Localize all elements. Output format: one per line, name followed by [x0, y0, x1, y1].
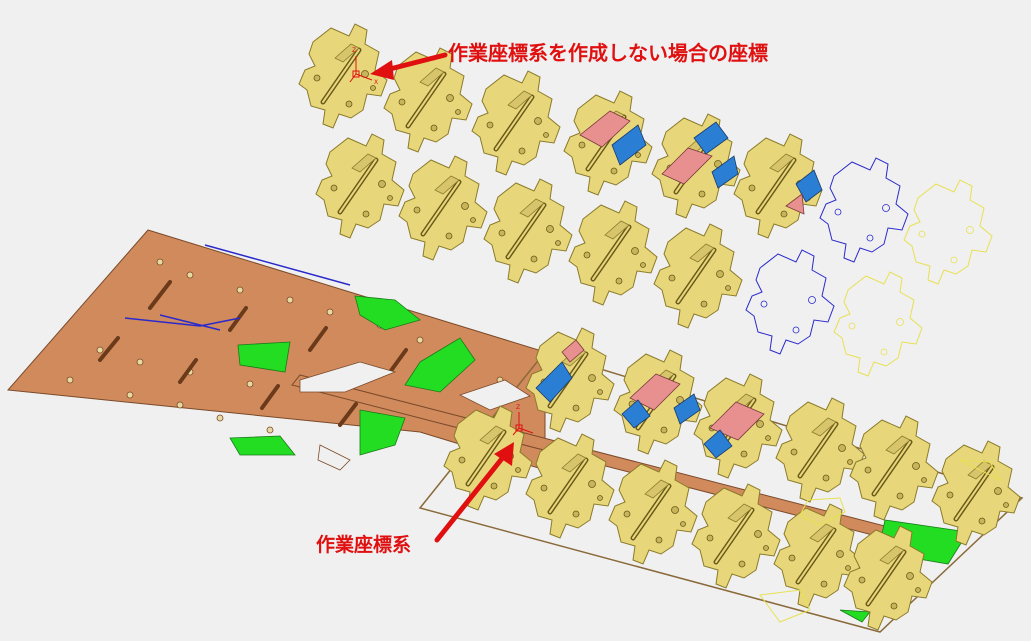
- arrow-bottom: [434, 442, 514, 543]
- sheet-blue-line: [124, 244, 351, 331]
- part-outline-yellow[interactable]: [903, 179, 993, 285]
- axis-z-label: Z: [352, 47, 356, 54]
- part[interactable]: [472, 71, 560, 175]
- part[interactable]: [654, 224, 742, 328]
- part[interactable]: [776, 398, 864, 502]
- part[interactable]: [484, 179, 572, 283]
- sheet-holes: [66, 258, 504, 434]
- axis-x-label: X: [374, 79, 378, 86]
- part-colored[interactable]: [652, 114, 740, 218]
- coordinate-axes-top: Z X: [349, 47, 378, 86]
- part-colored[interactable]: [694, 374, 782, 478]
- annotation-label-work-coordinate-system: 作業座標系: [316, 534, 412, 556]
- part-colored[interactable]: [734, 134, 822, 238]
- part-row-2: [316, 134, 993, 377]
- arrow-top: [370, 52, 448, 80]
- part-colored[interactable]: [614, 350, 702, 454]
- part-outline-yellow[interactable]: [833, 271, 923, 377]
- part-row-1: [299, 24, 740, 218]
- part[interactable]: [569, 201, 657, 305]
- part[interactable]: [850, 416, 938, 520]
- sheet-slots: [98, 280, 408, 427]
- part-colored[interactable]: [564, 91, 652, 195]
- part-outline-blue[interactable]: [819, 157, 909, 263]
- annotation-label-default-coordinates: 作業座標系を作成しない場合の座標: [448, 41, 768, 65]
- part[interactable]: [316, 134, 404, 238]
- coordinate-axes-bottom: Z: [512, 404, 534, 436]
- part-colored[interactable]: [526, 328, 614, 432]
- strip-parts: [444, 328, 1020, 630]
- part[interactable]: [399, 156, 487, 260]
- part[interactable]: [299, 24, 387, 128]
- yellow-outline: [759, 459, 1002, 623]
- axis-z-label: Z: [516, 404, 520, 411]
- part-outline-blue[interactable]: [745, 249, 835, 355]
